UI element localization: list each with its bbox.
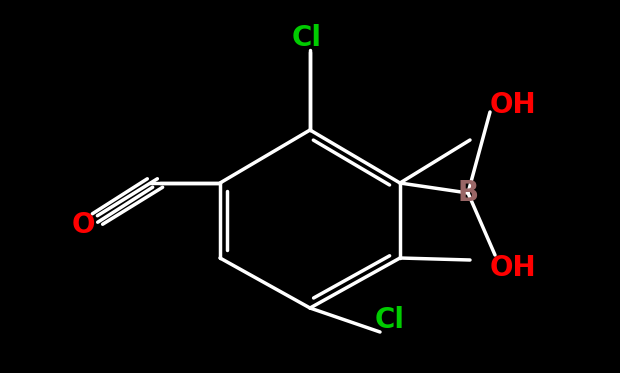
Text: O: O <box>71 211 95 239</box>
Text: OH: OH <box>490 91 537 119</box>
Text: Cl: Cl <box>375 306 405 334</box>
Text: Cl: Cl <box>292 24 322 52</box>
Text: OH: OH <box>490 254 537 282</box>
Text: B: B <box>458 179 479 207</box>
